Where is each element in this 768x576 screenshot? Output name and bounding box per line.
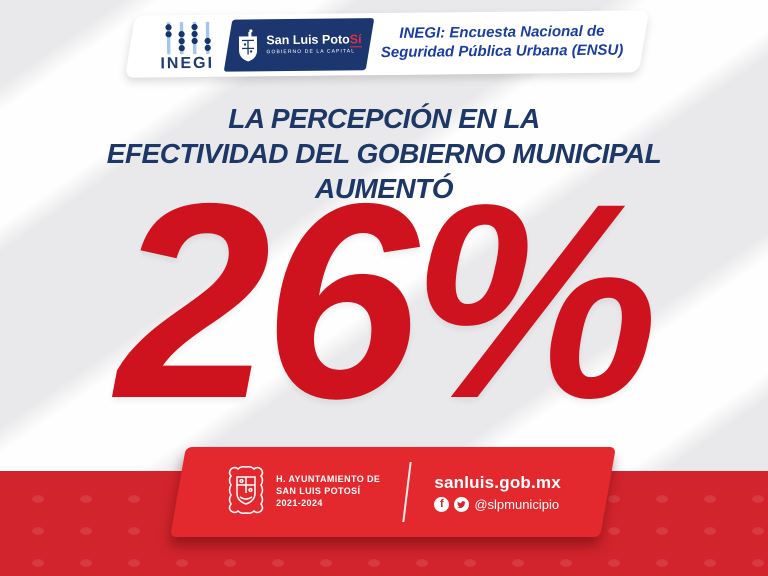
gov-line-1: H. AYUNTAMIENTO DE [276,474,381,485]
slp-shield-icon [239,29,258,62]
footer-divider [402,462,413,522]
website-label: sanluis.gob.mx [434,472,561,492]
gov-line-2: SAN LUIS POTOSÍ [276,486,361,497]
stat-value: 26% [116,145,658,456]
social-handle: @slpmunicipio [474,496,560,512]
slp-logo-subtitle: GOBIERNO DE LA CAPITAL [266,48,356,56]
footer-banner: H. AYUNTAMIENTO DE SAN LUIS POTOSÍ 2021-… [170,447,616,537]
ensu-caption-line2: Seguridad Pública Urbana (ENSU) [380,41,624,62]
gov-line-3: 2021-2024 [276,497,323,508]
twitter-bird-glyph [457,500,466,508]
title-line-3: AUMENTÓ [314,173,454,204]
inegi-abacus-icon [165,21,211,54]
contact-block: sanluis.gob.mx f @slpmunicipio [434,473,561,512]
gov-identity: H. AYUNTAMIENTO DE SAN LUIS POTOSÍ 2021-… [225,465,380,519]
social-row: f @slpmunicipio [434,496,561,512]
inegi-logo-label: INEGI [160,54,215,72]
slp-logo-name: San Luis PotoSí [266,32,362,49]
facebook-icon: f [434,496,450,512]
slp-name-text: San Luis Poto [266,32,350,48]
inegi-logo: INEGI [160,20,215,72]
facebook-icon-letter: f [439,497,444,510]
slp-logo-block: San Luis PotoSí GOBIERNO DE LA CAPITAL [223,18,375,72]
twitter-icon [454,496,470,512]
title-line-2: EFECTIVIDAD DEL GOBIERNO MUNICIPAL [106,138,662,169]
title-line-1: LA PERCEPCIÓN EN LA [228,103,540,134]
ensu-caption: INEGI: Encuesta Nacional de Seguridad Pú… [370,23,644,63]
city-crest-icon [228,466,264,514]
header-banner: INEGI San Luis PotoSí GOBIERNO DE LA CAP… [124,10,650,78]
slp-name-highlight: Sí [349,32,362,48]
page-title: LA PERCEPCIÓN EN LA EFECTIVIDAD DEL GOBI… [0,101,768,206]
